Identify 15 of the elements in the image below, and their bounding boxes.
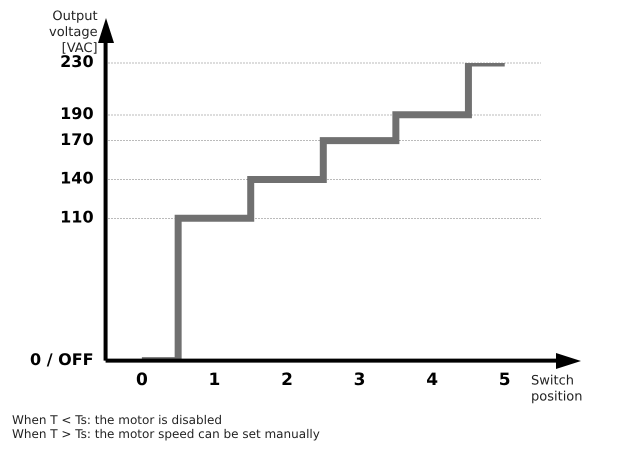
x-tick-label: 4 bbox=[426, 370, 438, 390]
y-tick-label: 190 bbox=[60, 104, 94, 123]
x-axis-title: Switch position bbox=[531, 373, 582, 404]
y-axis-title: Output voltage [VAC] bbox=[49, 8, 98, 56]
x-tick-label: 3 bbox=[354, 370, 366, 390]
y-tick-label: 0 / OFF bbox=[30, 350, 94, 369]
y-tick-label: 110 bbox=[60, 207, 94, 226]
x-tick-label: 0 bbox=[136, 370, 148, 390]
y-tick-label: 170 bbox=[60, 130, 94, 149]
text: When T > Ts: the motor speed can be set manually bbox=[12, 427, 321, 441]
x-tick-label: 5 bbox=[498, 370, 511, 390]
y-tick-label: 140 bbox=[60, 168, 94, 188]
text: When T < Ts: the motor is disabled bbox=[12, 413, 223, 427]
x-tick-label: 1 bbox=[208, 370, 220, 390]
x-tick-label: 2 bbox=[281, 370, 293, 390]
